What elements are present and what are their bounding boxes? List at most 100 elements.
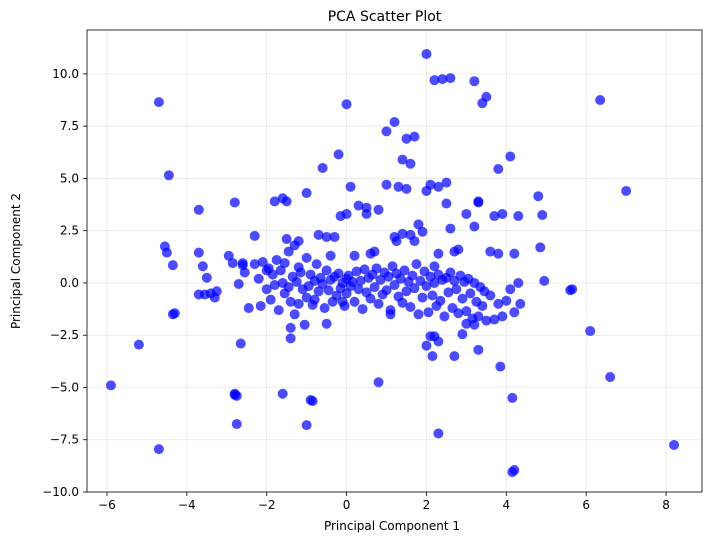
- scatter-point: [509, 307, 520, 318]
- y-tick-label: 10.0: [52, 67, 79, 81]
- scatter-point: [433, 428, 444, 439]
- scatter-point: [231, 419, 242, 430]
- scatter-point: [497, 311, 508, 322]
- scatter-point: [413, 309, 424, 320]
- scatter-point: [293, 236, 304, 247]
- y-tick-label: −7.5: [50, 433, 79, 447]
- scatter-point: [311, 259, 322, 270]
- scatter-point: [621, 185, 632, 196]
- scatter-point: [407, 270, 418, 281]
- scatter-point: [347, 276, 358, 287]
- scatter-point: [239, 267, 250, 278]
- scatter-point: [413, 219, 424, 230]
- scatter-point: [369, 282, 380, 293]
- scatter-point: [281, 234, 292, 245]
- scatter-point: [605, 372, 616, 383]
- scatter-point: [453, 308, 464, 319]
- scatter-point: [469, 319, 480, 330]
- scatter-point: [381, 126, 392, 137]
- scatter-point: [493, 164, 504, 175]
- scatter-point: [439, 311, 450, 322]
- scatter-point: [349, 296, 360, 307]
- scatter-point: [283, 282, 294, 293]
- scatter-point: [513, 211, 524, 222]
- scatter-point: [595, 95, 606, 106]
- scatter-point: [481, 91, 492, 102]
- scatter-point: [507, 392, 518, 403]
- scatter-point: [309, 294, 320, 305]
- scatter-point: [301, 188, 312, 199]
- scatter-point: [493, 298, 504, 309]
- scatter-point: [269, 280, 280, 291]
- scatter-point: [489, 211, 500, 222]
- scatter-point: [389, 116, 400, 127]
- scatter-point: [227, 258, 238, 269]
- scatter-point: [253, 273, 264, 284]
- scatter-point: [169, 308, 180, 319]
- x-axis-label: Principal Component 1: [324, 519, 460, 533]
- scatter-point: [233, 278, 244, 289]
- scatter-point: [319, 303, 330, 314]
- scatter-point: [317, 278, 328, 289]
- scatter-point: [337, 296, 348, 307]
- scatter-point: [427, 290, 438, 301]
- scatter-point: [465, 288, 476, 299]
- scatter-point: [359, 264, 370, 275]
- scatter-point: [335, 211, 346, 222]
- scatter-point: [373, 377, 384, 388]
- scatter-point: [329, 231, 340, 242]
- scatter-point: [299, 319, 310, 330]
- scatter-point: [249, 259, 260, 270]
- scatter-point: [387, 261, 398, 272]
- scatter-point: [391, 236, 402, 247]
- scatter-point: [405, 158, 416, 169]
- scatter-point: [277, 193, 288, 204]
- scatter-point: [397, 297, 408, 308]
- scatter-point: [331, 290, 342, 301]
- scatter-point: [381, 285, 392, 296]
- scatter-point: [395, 273, 406, 284]
- y-tick-label: −2.5: [50, 328, 79, 342]
- scatter-point: [375, 274, 386, 285]
- scatter-point: [307, 396, 318, 407]
- scatter-point: [265, 294, 276, 305]
- scatter-point: [285, 333, 296, 344]
- scatter-point: [301, 292, 312, 303]
- scatter-point: [197, 261, 208, 272]
- scatter-point: [495, 361, 506, 372]
- scatter-point: [485, 246, 496, 257]
- scatter-point: [397, 154, 408, 165]
- scatter-point: [269, 196, 280, 207]
- scatter-point: [371, 263, 382, 274]
- x-tick-label: −4: [178, 498, 196, 512]
- x-tick-label: 0: [343, 498, 351, 512]
- scatter-point: [389, 280, 400, 291]
- scatter-point: [567, 284, 578, 295]
- scatter-point: [353, 284, 364, 295]
- scatter-point: [445, 223, 456, 234]
- scatter-point: [313, 286, 324, 297]
- scatter-point: [271, 254, 282, 265]
- scatter-point: [381, 179, 392, 190]
- scatter-point: [289, 309, 300, 320]
- x-tick-label: −6: [98, 498, 116, 512]
- scatter-point: [365, 248, 376, 259]
- scatter-point: [349, 250, 360, 261]
- scatter-point: [477, 300, 488, 311]
- scatter-point: [449, 246, 460, 257]
- scatter-point: [515, 298, 526, 309]
- scatter-point: [421, 281, 432, 292]
- x-tick-label: 6: [582, 498, 590, 512]
- y-axis-label: Principal Component 2: [9, 193, 23, 329]
- y-tick-label: −10.0: [42, 485, 79, 499]
- scatter-point: [257, 257, 268, 268]
- scatter-point: [365, 293, 376, 304]
- scatter-point: [341, 288, 352, 299]
- scatter-point: [451, 284, 462, 295]
- scatter-point: [505, 151, 516, 162]
- scatter-point: [237, 258, 248, 269]
- scatter-point: [435, 295, 446, 306]
- y-tick-label: 7.5: [60, 119, 79, 133]
- scatter-point: [405, 301, 416, 312]
- scatter-point: [255, 300, 266, 311]
